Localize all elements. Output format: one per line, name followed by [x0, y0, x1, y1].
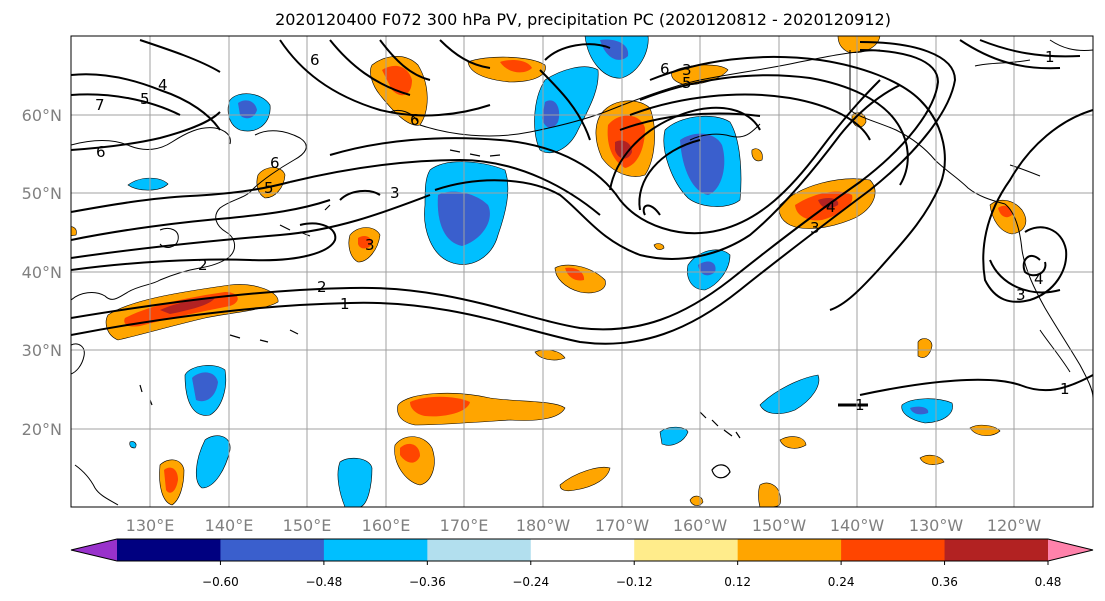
lon-label: 160°W — [673, 516, 728, 535]
lat-label: 60°N — [22, 106, 62, 125]
gridlines — [71, 36, 1093, 507]
colorbar-segment — [427, 539, 532, 561]
longitude-labels: 130°E 140°E 150°E 160°E 170°E 180°W 170°… — [126, 516, 1042, 535]
colorbar-extend-max — [1048, 539, 1093, 561]
contour-label: 5 — [140, 90, 150, 108]
contour-label: 1 — [1045, 48, 1055, 66]
contour-label: 3 — [1016, 286, 1026, 304]
colorbar-tick-label: −0.24 — [512, 575, 549, 589]
colorbar-outline — [70, 538, 1094, 562]
colorbar-tick-label: 0.24 — [828, 575, 855, 589]
contour-label: 2 — [317, 278, 327, 296]
lon-label: 150°W — [752, 516, 807, 535]
lon-label: 130°E — [126, 516, 175, 535]
lat-label: 30°N — [22, 341, 62, 360]
contour-label: 4 — [1034, 270, 1044, 288]
colorbar-segment — [530, 539, 635, 561]
contour-label: 5 — [264, 179, 274, 197]
map-frame — [70, 35, 1094, 508]
colorbar: −0.60 −0.48 −0.36 −0.24 −0.12 0.12 0.24 0.36 0.4… — [70, 538, 1094, 589]
contour-label: 1 — [855, 396, 865, 414]
lon-label: 150°E — [283, 516, 332, 535]
precip-anomaly-shading — [71, 36, 1027, 507]
contour-label: 4 — [826, 198, 836, 216]
lon-label: 120°W — [987, 516, 1042, 535]
contour-label: 1 — [340, 295, 350, 313]
colorbar-segment — [323, 539, 428, 561]
lat-label: 50°N — [22, 184, 62, 203]
colorbar-tick-label: 0.12 — [724, 575, 751, 589]
colorbar-tick-label: −0.12 — [616, 575, 653, 589]
colorbar-tick-label: 0.36 — [931, 575, 958, 589]
colorbar-segment — [634, 539, 739, 561]
lon-label: 140°W — [830, 516, 885, 535]
negative-anomalies — [127, 36, 953, 507]
lon-label: 130°W — [909, 516, 964, 535]
colorbar-tick-label: 0.48 — [1035, 575, 1062, 589]
lat-label: 40°N — [22, 263, 62, 282]
colorbar-segment — [117, 539, 221, 561]
coastlines — [71, 39, 1093, 506]
colorbar-segment — [841, 539, 946, 561]
contour-label: 6 — [96, 143, 106, 161]
latitude-labels: 20°N 30°N 40°N 50°N 60°N — [22, 106, 62, 439]
positive-anomalies — [71, 36, 1027, 507]
colorbar-tick-label: −0.48 — [305, 575, 342, 589]
contour-label: 6 — [410, 111, 420, 129]
islands — [139, 149, 868, 479]
contour-label: 6 — [270, 154, 280, 172]
colorbar-segment — [220, 539, 325, 561]
contour-label: 6 — [660, 60, 670, 78]
lat-label: 20°N — [22, 420, 62, 439]
contour-label: 4 — [158, 76, 168, 94]
lon-label: 140°E — [205, 516, 254, 535]
pv-contour-labels: 6 7 5 4 6 3 2 2 1 6 6 5 3 3 6 5 3 4 1 1 … — [95, 48, 1070, 414]
lon-label: 160°E — [362, 516, 411, 535]
contour-label: 1 — [1060, 380, 1070, 398]
pv-contours — [71, 39, 1093, 396]
contour-label: 7 — [95, 96, 105, 114]
lon-label: 170°E — [440, 516, 489, 535]
contour-label: 6 — [310, 51, 320, 69]
contour-label: 3 — [390, 184, 400, 202]
figure-title: 2020120400 F072 300 hPa PV, precipitatio… — [275, 10, 891, 29]
contour-label: 5 — [682, 74, 692, 92]
contour-label: 2 — [198, 256, 208, 274]
map-panel: 6 7 5 4 6 3 2 2 1 6 6 5 3 3 6 5 3 4 1 1 … — [71, 36, 1093, 507]
lon-label: 170°W — [595, 516, 650, 535]
contour-label: 3 — [810, 219, 820, 237]
lon-label: 180°W — [516, 516, 571, 535]
colorbar-tick-label: −0.60 — [202, 575, 239, 589]
colorbar-extend-min — [71, 539, 117, 561]
colorbar-segment — [944, 539, 1049, 561]
colorbar-segment — [737, 539, 842, 561]
contour-label: 3 — [365, 236, 375, 254]
colorbar-tick-label: −0.36 — [409, 575, 446, 589]
contour-label: 3 — [682, 61, 692, 79]
